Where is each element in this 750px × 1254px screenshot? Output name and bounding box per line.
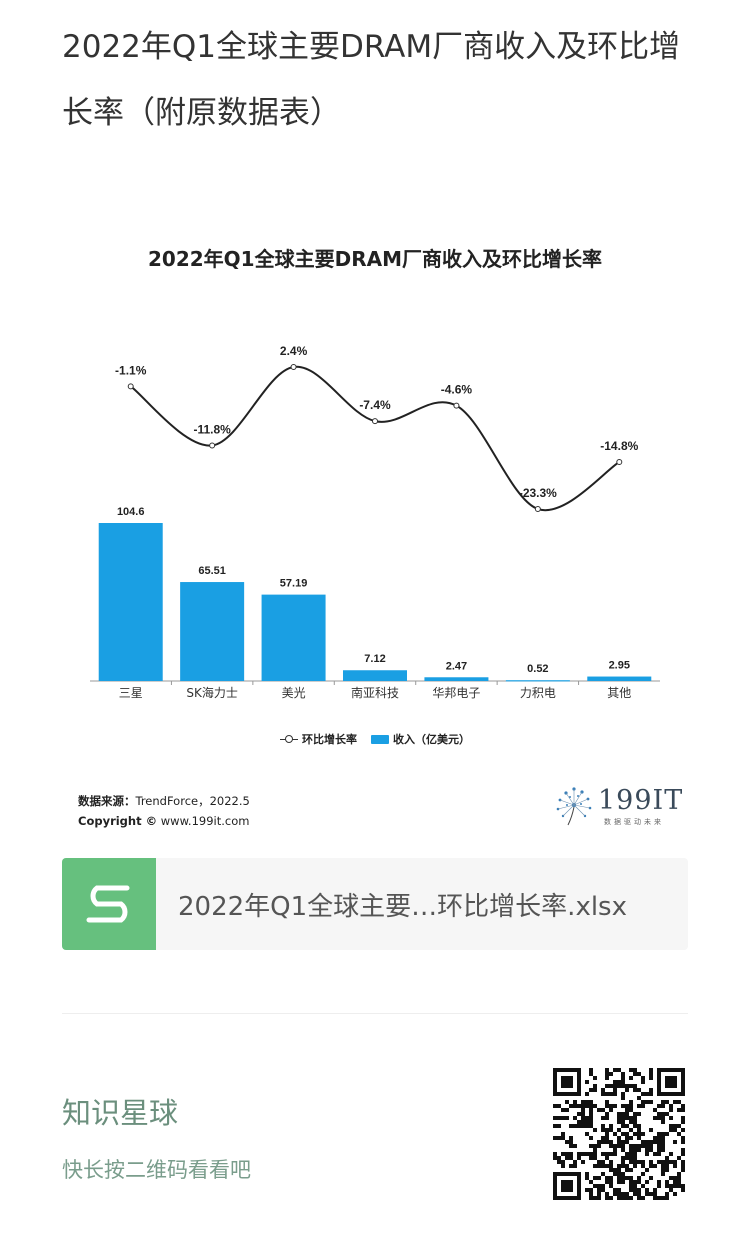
bar-label-5: 0.52 [527,663,548,675]
growth-point-0 [127,383,134,390]
attachment-file-name[interactable]: 2022年Q1全球主要…环比增长率.xlsx [178,892,627,922]
bar-2 [261,594,326,681]
source-label: 数据来源： [78,794,136,808]
growth-label-3: -7.4% [359,398,391,412]
growth-label-1: -11.8% [193,422,231,436]
growth-label-4: -4.6% [441,383,473,397]
chart-source: 数据来源：TrendForce，2022.5 Copyright © www.1… [78,791,250,831]
category-label-3: 南亚科技 [351,685,399,700]
growth-label-5: -23.3% [519,486,557,500]
brand-logo: 199IT 数据驱动未来 [552,783,682,833]
source-value: TrendForce，2022.5 [135,794,250,808]
legend-bar-label: 收入（亿美元） [393,733,470,746]
growth-point-5 [534,506,541,512]
bar-label-4: 2.47 [446,660,467,672]
copyright-value: www.199it.com [160,814,250,828]
bar-1 [180,582,245,681]
attachment-file-card[interactable]: 2022年Q1全球主要…环比增长率.xlsx [62,858,688,950]
bar-label-6: 2.95 [609,660,630,672]
category-label-5: 力积电 [520,686,556,700]
category-label-2: 美光 [282,686,306,700]
section-divider [62,1013,688,1014]
bar-label-1: 65.51 [198,565,226,577]
copyright-label: Copyright © [78,814,158,828]
category-label-4: 华邦电子 [432,686,480,700]
qr-code-icon[interactable] [553,1068,685,1200]
logo-text: 199IT [598,785,684,816]
logo-subtitle: 数据驱动未来 [604,818,664,826]
chart-legend: 环比增长率 收入（亿美元） [280,731,470,747]
category-label-1: SK海力士 [186,685,238,700]
growth-point-4 [453,402,460,409]
knowledge-planet-title: 知识星球 [62,1096,179,1130]
bar-label-3: 7.12 [364,653,385,665]
bar-4 [424,677,489,681]
legend-line-label: 环比增长率 [302,733,357,746]
bar-label-0: 104.6 [117,506,145,518]
category-label-0: 三星 [119,686,143,700]
legend-line-swatch [280,735,298,743]
growth-point-6 [616,459,623,466]
chart-title: 2022年Q1全球主要DRAM厂商收入及环比增长率 [148,247,602,271]
growth-point-3 [372,418,378,425]
bar-5 [505,680,570,682]
bar-3 [343,670,407,681]
dram-revenue-chart: 104.6 三星 65.51 SK海力士 57.19 美光 7.12 南亚科技 2.47 华邦电子… [90,344,660,700]
growth-label-0: -1.1% [115,363,147,377]
spreadsheet-s-icon [86,885,130,923]
growth-label-2: 2.4% [280,344,308,358]
growth-point-2 [290,364,297,370]
chart-image: 2022年Q1全球主要DRAM厂商收入及环比增长率 104.6 三星 65.51 SK… [62,215,688,845]
bar-6 [587,676,652,681]
growth-label-6: -14.8% [600,439,638,453]
dandelion-logo-icon [556,787,592,826]
category-label-6: 其他 [607,686,631,700]
legend-bar-swatch [371,734,389,744]
article-title: 2022年Q1全球主要DRAM厂商收入及环比增长率（附原数据表） [62,29,681,131]
bar-label-2: 57.19 [280,578,308,590]
growth-point-1 [209,442,216,449]
knowledge-planet-subtitle: 快长按二维码看看吧 [62,1158,251,1182]
bar-0 [98,523,163,681]
sheet-s-icon [62,858,156,950]
